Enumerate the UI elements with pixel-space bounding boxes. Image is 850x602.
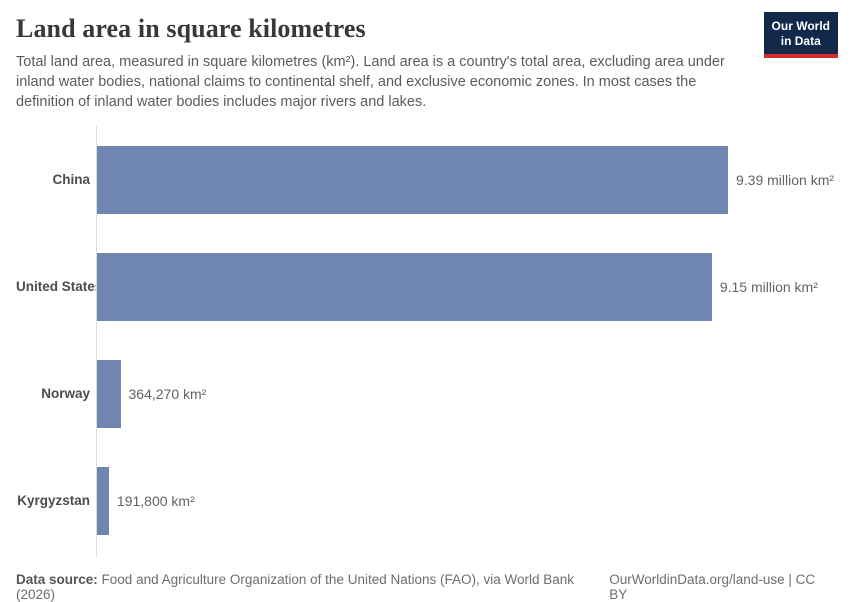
bar-category-label: Kyrgyzstan	[17, 493, 90, 508]
bar[interactable]	[96, 252, 712, 321]
bar-area: 191,800 km²	[96, 466, 834, 535]
chart-footer: Data source: Food and Agriculture Organi…	[16, 572, 834, 602]
bar-area: 9.39 million km²	[96, 145, 835, 214]
bar-value-label: 9.39 million km²	[736, 171, 835, 188]
bar-row: Norway 364,270 km²	[16, 340, 834, 447]
y-axis-line	[96, 126, 97, 558]
owid-logo-line1: Our World	[771, 19, 830, 33]
bar-value-label: 191,800 km²	[116, 492, 195, 509]
bar[interactable]	[96, 359, 121, 428]
data-source: Data source: Food and Agriculture Organi…	[16, 572, 609, 602]
bar[interactable]	[96, 145, 728, 214]
bar-value-label: 364,270 km²	[128, 385, 207, 402]
chart-subtitle: Total land area, measured in square kilo…	[16, 54, 725, 110]
bar-category-label: Norway	[41, 386, 90, 401]
bar-value-label: 9.15 million km²	[719, 278, 818, 295]
chart-rows: China 9.39 million km² United States 9.1…	[16, 126, 834, 554]
bar-row: China 9.39 million km²	[16, 126, 834, 233]
data-source-label: Data source:	[16, 572, 98, 587]
bar-category-label: China	[52, 172, 90, 187]
owid-logo-line2: in Data	[780, 34, 821, 48]
bar[interactable]	[96, 466, 109, 535]
bar-category-label: United States	[16, 279, 103, 294]
bar-chart: China 9.39 million km² United States 9.1…	[16, 126, 834, 558]
bar-area: 364,270 km²	[96, 359, 834, 428]
owid-footer-link[interactable]: OurWorldinData.org/land-use | CC BY	[609, 572, 816, 602]
bar-area: 9.15 million km²	[96, 252, 834, 321]
chart-header: Land area in square kilometres Total lan…	[16, 14, 834, 112]
bar-row: Kyrgyzstan 191,800 km²	[16, 447, 834, 554]
page-title: Land area in square kilometres	[16, 14, 366, 43]
bar-row: United States 9.15 million km²	[16, 233, 834, 340]
data-source-text: Food and Agriculture Organization of the…	[16, 572, 575, 602]
owid-logo[interactable]: Our World in Data	[763, 12, 838, 58]
